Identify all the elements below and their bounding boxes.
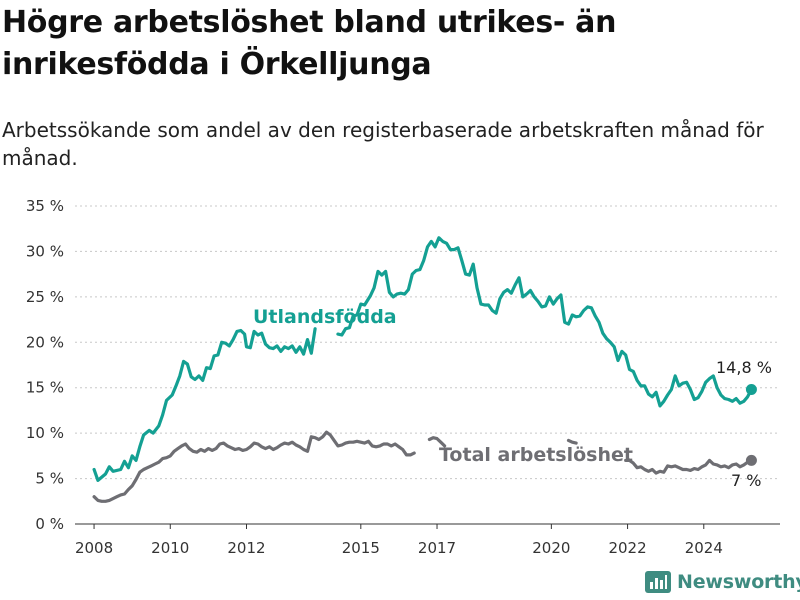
brand-name: Newsworthy [677, 571, 800, 593]
series-label-utlandsfodda: Utlandsfödda [253, 306, 397, 328]
y-tick-label: 5 % [35, 470, 64, 488]
x-axis: 2008 2010 2012 2015 2017 2020 2022 2024 [75, 524, 723, 557]
series-line-1 [92, 430, 416, 503]
y-axis: 0 % 5 % 10 % 15 % 20 % 25 % 30 % 35 % [26, 197, 64, 533]
series-line-0 [92, 327, 317, 482]
series-line-0 [336, 236, 753, 408]
end-point-0 [745, 384, 757, 396]
end-label-total: 7 % [731, 471, 761, 490]
x-tick-label: 2012 [227, 539, 265, 557]
newsworthy-logo: Newsworthy [645, 569, 800, 595]
y-tick-label: 20 % [26, 333, 64, 351]
series-line-1 [566, 438, 578, 445]
chart-title: Högre arbetslöshet bland utrikes- än inr… [2, 5, 617, 82]
x-tick-label: 2020 [532, 539, 570, 557]
y-tick-label: 25 % [26, 288, 64, 306]
newsworthy-bar-chart-logo-icon [645, 571, 671, 593]
y-tick-label: 0 % [35, 515, 64, 533]
y-tick-label: 35 % [26, 197, 64, 215]
grid-lines [75, 205, 780, 525]
end-points [745, 384, 757, 466]
x-tick-label: 2010 [151, 539, 189, 557]
y-tick-label: 15 % [26, 379, 64, 397]
y-tick-label: 10 % [26, 424, 64, 442]
x-tick-label: 2022 [608, 539, 646, 557]
y-tick-label: 30 % [26, 242, 64, 260]
series-line-1 [427, 436, 447, 448]
x-tick-label: 2008 [75, 539, 113, 557]
x-tick-label: 2015 [342, 539, 380, 557]
end-label-utlandsfodda: 14,8 % [716, 358, 772, 377]
x-tick-label: 2017 [418, 539, 456, 557]
series-lines [92, 236, 753, 503]
end-point-1 [745, 454, 757, 466]
series-label-total: Total arbetslöshet [439, 444, 633, 466]
chart-subtitle: Arbetssökande som andel av den registerb… [2, 118, 764, 170]
series-line-1 [624, 458, 753, 475]
x-tick-label: 2024 [685, 539, 723, 557]
